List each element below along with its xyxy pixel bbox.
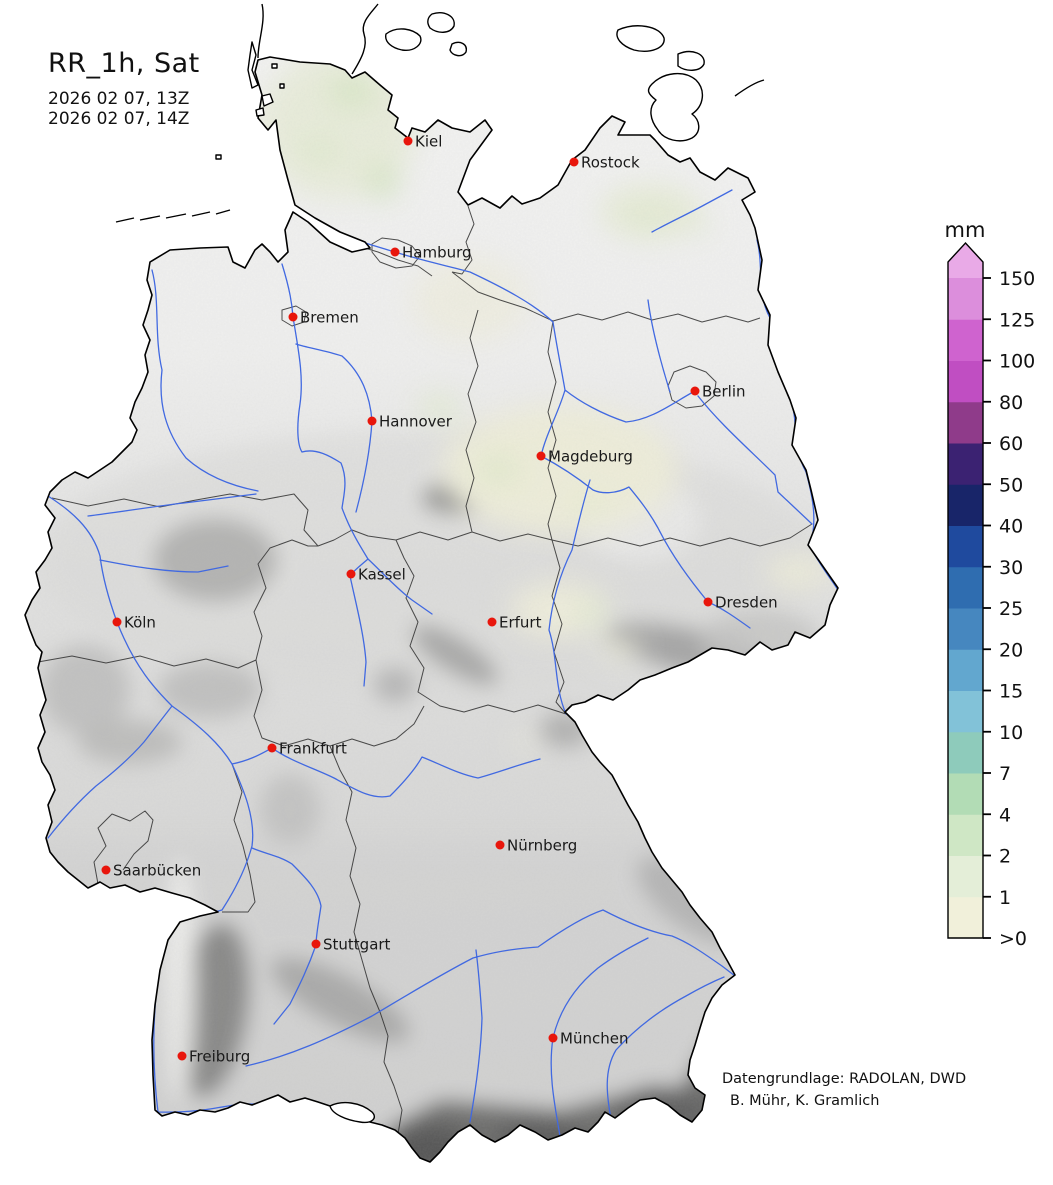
city-marker [548,1033,558,1043]
city-label: München [560,1030,628,1048]
city-label: Berlin [702,383,746,401]
colorbar-tick-label: 15 [999,681,1023,703]
colorbar-cell [948,525,983,568]
city-marker [403,136,413,146]
city-marker [536,451,546,461]
colorbar-cell [948,773,983,815]
city-marker [267,743,277,753]
city-label: Stuttgart [323,936,391,954]
city-label: Dresden [715,594,778,612]
city-label: Nürnberg [507,837,577,855]
colorbar-tick-label: 40 [999,516,1023,538]
colorbar-tick-label: 2 [999,846,1011,868]
city-label: Kiel [415,133,442,151]
colorbar-tick-label: 10 [999,722,1023,744]
colorbar-tick-label: 25 [999,598,1023,620]
city-marker [311,939,321,949]
attribution: Datengrundlage: RADOLAN, DWD B. Mühr, K.… [722,1068,966,1112]
colorbar-tick-label: 80 [999,392,1023,414]
colorbar-outline [947,241,984,939]
city-label: Hamburg [402,244,472,262]
colorbar-cell [948,855,983,898]
colorbar-cell [948,608,983,650]
colorbar-tick-label: 150 [999,268,1035,290]
city-marker [487,617,497,627]
colorbar-cell [948,360,983,403]
colorbar-tick-label: 30 [999,557,1023,579]
colorbar-arrow [948,243,983,278]
colorbar-tick-label: 100 [999,351,1035,373]
city-label: Saarbücken [113,862,201,880]
attribution-source: Datengrundlage: RADOLAN, DWD [722,1071,967,1087]
colorbar-cells [948,243,983,939]
city-label: Hannover [379,413,453,431]
colorbar-cell [948,896,983,939]
city-marker [346,569,356,579]
colorbar-tick-label: 7 [999,763,1011,785]
colorbar-cell [948,814,983,856]
cities-layer: Kiel Rostock Hamburg Bremen Berlin Hannover Ma… [101,133,778,1066]
city-marker [569,157,579,167]
valid-to: 2026 02 07, 14Z [48,109,190,129]
city-marker [177,1051,187,1061]
colorbar-tick-label: >0 [999,928,1027,950]
figure-header: RR_1h, Sat 2026 02 07, 13Z 2026 02 07, 1… [48,48,200,129]
city-marker [390,247,400,257]
city-marker [495,840,505,850]
foreign-coastlines [115,3,765,1124]
city-marker [703,597,713,607]
colorbar-cell [948,443,983,485]
attribution-authors: B. Mühr, K. Gramlich [730,1093,880,1109]
city-label: Magdeburg [548,448,633,466]
colorbar-tick-label: 60 [999,433,1023,455]
city-label: Frankfurt [279,740,347,758]
colorbar-cell [948,278,983,320]
city-marker [288,312,298,322]
colorbar: mm >0 1 2 4 7 10 15 20 25 30 40 50 60 80 100 125 150 [945,218,1036,950]
country-outline [24,56,839,1163]
colorbar-tick-label: 20 [999,639,1023,661]
colorbar-cell [948,731,983,774]
colorbar-cell [948,566,983,609]
colorbar-cell [948,401,983,444]
valid-from: 2026 02 07, 13Z [48,89,190,109]
colorbar-tick-label: 4 [999,804,1011,826]
colorbar-tick-label: 1 [999,887,1011,909]
city-label: Kassel [358,566,406,584]
city-label: Erfurt [499,614,542,632]
city-marker [690,386,700,396]
colorbar-cell [948,319,983,361]
colorbar-cell [948,484,983,526]
colorbar-tick-label: 125 [999,309,1035,331]
city-marker [112,617,122,627]
city-marker [101,865,111,875]
figure-title: RR_1h, Sat [48,48,200,79]
city-marker [367,416,377,426]
colorbar-cell [948,649,983,691]
colorbar-cell [948,690,983,733]
city-label: Freiburg [189,1048,250,1066]
colorbar-unit-label: mm [945,218,986,242]
city-label: Bremen [300,309,359,327]
colorbar-ticks: >0 1 2 4 7 10 15 20 25 30 40 50 60 80 100 125 150 [983,268,1035,950]
colorbar-tick-label: 50 [999,474,1023,496]
city-label: Rostock [581,154,640,172]
city-label: Köln [124,614,156,632]
valid-times: 2026 02 07, 13Z 2026 02 07, 14Z [48,89,200,129]
